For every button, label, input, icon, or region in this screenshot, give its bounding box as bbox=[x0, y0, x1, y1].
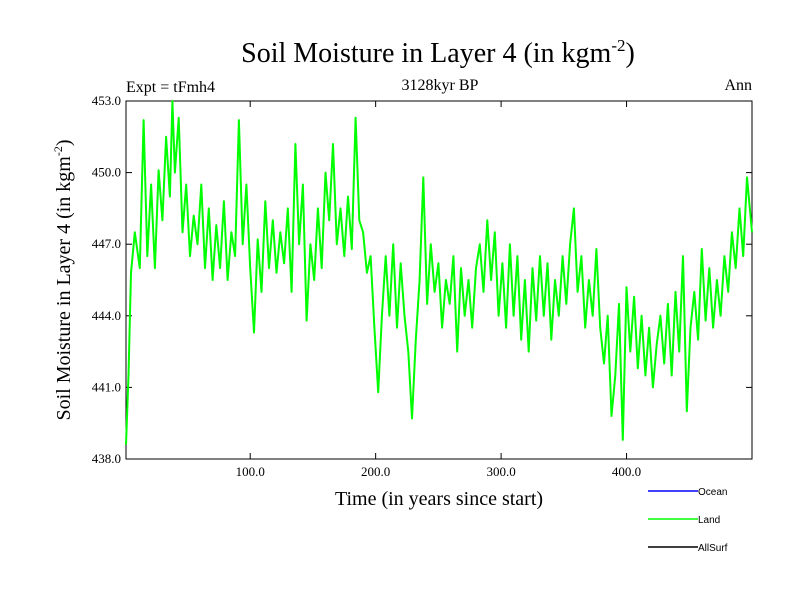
plot-frame bbox=[125, 100, 753, 460]
legend-label-ocean: Ocean bbox=[698, 487, 727, 498]
legend-label-land: Land bbox=[698, 515, 720, 526]
x-tick-label: 400.0 bbox=[612, 464, 641, 479]
y-tick-label: 447.0 bbox=[92, 236, 121, 251]
x-tick-label: 200.0 bbox=[361, 464, 390, 479]
y-tick-label: 453.0 bbox=[92, 93, 121, 108]
y-axis-ticks: 438.0 441.0 444.0 447.0 450.0 453.0 bbox=[92, 93, 752, 466]
series-line-land bbox=[125, 100, 753, 445]
chart-title: Soil Moisture in Layer 4 (in kgm-2) bbox=[241, 36, 635, 69]
chart-subtitle: 3128kyr BP bbox=[402, 77, 479, 94]
y-tick-label: 438.0 bbox=[92, 451, 121, 466]
x-axis-ticks: 100.0 200.0 300.0 400.0 bbox=[236, 101, 641, 479]
y-axis-label: Soil Moisture in Layer 4 (in kgm-2) bbox=[51, 139, 75, 420]
y-tick-label: 450.0 bbox=[92, 165, 121, 180]
legend: Ocean Land AllSurf bbox=[648, 487, 728, 554]
y-tick-label: 441.0 bbox=[92, 379, 121, 394]
legend-label-allsurf: AllSurf bbox=[698, 543, 728, 554]
season-label: Ann bbox=[724, 77, 752, 94]
experiment-label: Expt = tFmh4 bbox=[126, 79, 215, 96]
x-axis-label: Time (in years since start) bbox=[335, 488, 543, 510]
x-tick-label: 100.0 bbox=[236, 464, 265, 479]
x-tick-label: 300.0 bbox=[486, 464, 515, 479]
y-tick-label: 444.0 bbox=[92, 308, 121, 323]
